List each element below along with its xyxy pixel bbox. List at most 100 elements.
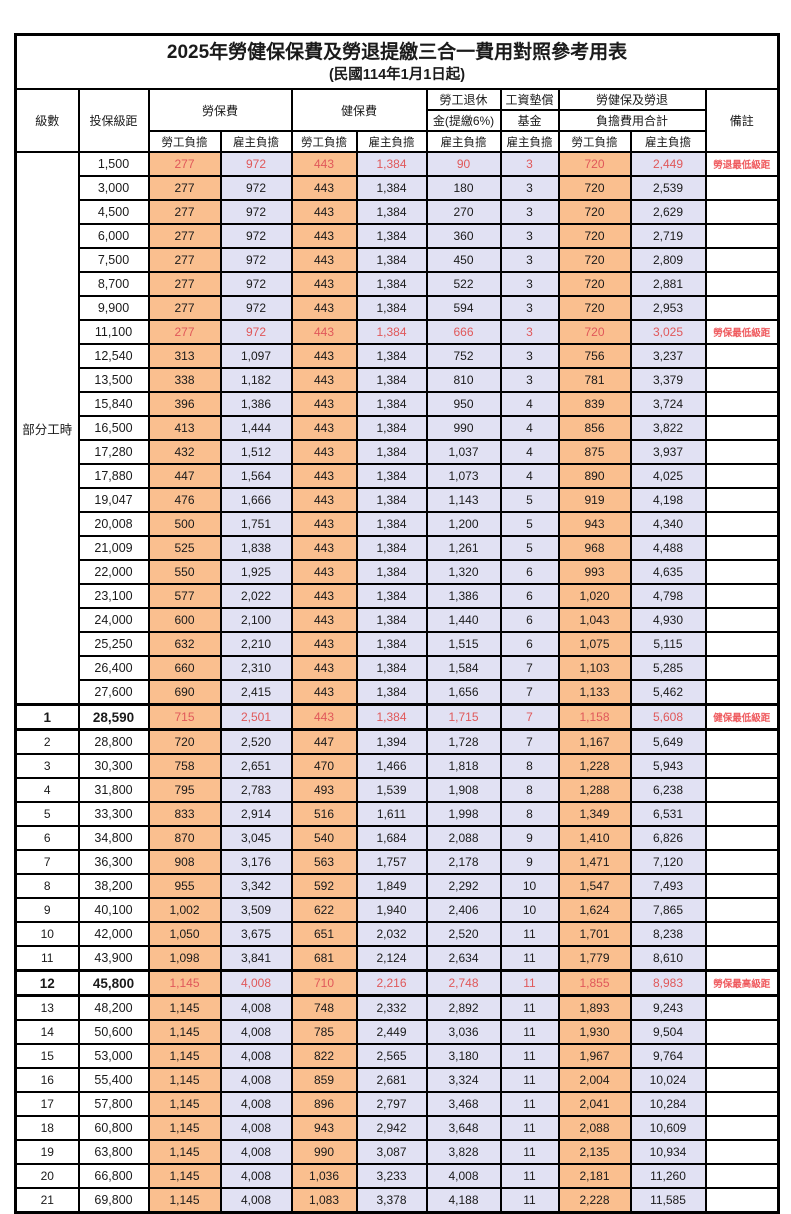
fee-cell: 896: [290, 1091, 358, 1117]
fee-cell: 1,584: [425, 655, 502, 681]
table-row: 1 28,590 715 2,501 443 1,384 1,715 7 1,158 5,608 健…: [14, 703, 780, 731]
table-row: 13,500 338 1,182 443 1,384 810 3 781 3,379: [16, 367, 780, 393]
fee-cell: 972: [219, 175, 293, 201]
fee-cell: 525: [147, 535, 222, 561]
level-cell: 9: [14, 897, 80, 923]
table-row: 5 33,300 833 2,914 516 1,611 1,998 8 1,349 6,531: [14, 801, 780, 827]
fee-cell: 972: [219, 151, 293, 177]
fee-cell: 443: [290, 175, 358, 201]
table-row: 9 40,100 1,002 3,509 622 1,940 2,406 10 1,624 7,8…: [14, 897, 780, 923]
note-cell: [704, 1187, 780, 1214]
subheader-health-employee: 勞工負擔: [290, 130, 358, 153]
fee-cell: 1,384: [355, 487, 428, 513]
fee-cell: 1,547: [557, 873, 632, 899]
fee-cell: 4,008: [219, 1139, 293, 1165]
fee-cell: 4,008: [219, 1163, 293, 1189]
fee-cell: 11: [499, 1163, 560, 1189]
level-cell: 13: [14, 994, 80, 1021]
fee-cell: 972: [219, 247, 293, 273]
fee-cell: 2,797: [355, 1091, 428, 1117]
fee-cell: 8: [499, 753, 560, 779]
bracket-cell: 13,500: [77, 367, 150, 393]
fee-cell: 11: [499, 994, 560, 1021]
fee-cell: 443: [290, 559, 358, 585]
note-cell: [704, 994, 780, 1021]
fee-cell: 1,440: [425, 607, 502, 633]
fee-cell: 1,656: [425, 679, 502, 706]
fee-cell: 1,384: [355, 391, 428, 417]
fee-cell: 3,378: [355, 1187, 428, 1214]
fee-cell: 277: [147, 295, 222, 321]
note-cell: 勞保最高級距: [704, 969, 780, 997]
fee-cell: 270: [425, 199, 502, 225]
fee-cell: 277: [147, 319, 222, 345]
fee-cell: 2,332: [355, 994, 428, 1021]
fee-cell: 6: [499, 607, 560, 633]
fee-cell: 277: [147, 247, 222, 273]
fee-cell: 9,764: [629, 1043, 707, 1069]
level-cell: 6: [14, 825, 80, 851]
fee-cell: 2,449: [629, 151, 707, 177]
fee-cell: 396: [147, 391, 222, 417]
fee-cell: 1,037: [425, 439, 502, 465]
fee-cell: 758: [147, 753, 222, 779]
fee-cell: 720: [557, 199, 632, 225]
fee-cell: 6,531: [629, 801, 707, 827]
note-cell: [704, 679, 780, 706]
fee-cell: 1,384: [355, 319, 428, 345]
fee-cell: 875: [557, 439, 632, 465]
fee-cell: 908: [147, 849, 222, 875]
fee-cell: 622: [290, 897, 358, 923]
fee-cell: 4,008: [219, 969, 293, 997]
fee-cell: 8: [499, 801, 560, 827]
fee-cell: 993: [557, 559, 632, 585]
table-row: 4 31,800 795 2,783 493 1,539 1,908 8 1,288 6,238: [14, 777, 780, 803]
level-cell: 15: [14, 1043, 80, 1069]
fee-cell: 432: [147, 439, 222, 465]
bracket-cell: 36,300: [77, 849, 150, 875]
fee-cell: 1,384: [355, 271, 428, 297]
bracket-cell: 3,000: [77, 175, 150, 201]
fee-cell: 1,466: [355, 753, 428, 779]
fee-cell: 856: [557, 415, 632, 441]
fee-cell: 720: [147, 728, 222, 755]
fee-cell: 5: [499, 535, 560, 561]
note-cell: [704, 753, 780, 779]
fee-cell: 5,608: [629, 703, 707, 731]
table-row: 17,880 447 1,564 443 1,384 1,073 4 890 4,025: [16, 463, 780, 489]
fee-cell: 1,471: [557, 849, 632, 875]
header-row-sub: 勞工負擔 雇主負擔 勞工負擔 雇主負擔 雇主負擔 雇主負擔 勞工負擔 雇主負擔: [16, 130, 779, 153]
table-body: 部分工時 1,500 277 972 443 1,384 90 3 720 2,449 勞退最低級距…: [14, 151, 780, 1214]
fee-cell: 1,515: [425, 631, 502, 657]
fee-cell: 2,953: [629, 295, 707, 321]
fee-cell: 1,666: [219, 487, 293, 513]
fee-cell: 3: [499, 271, 560, 297]
fee-cell: 10,934: [629, 1139, 707, 1165]
fee-cell: 1,145: [147, 1043, 222, 1069]
fee-cell: 1,384: [355, 151, 428, 177]
fee-cell: 443: [290, 463, 358, 489]
fee-cell: 8,983: [629, 969, 707, 997]
table-row: 20,008 500 1,751 443 1,384 1,200 5 943 4,340: [16, 511, 780, 537]
fee-cell: 3,828: [425, 1139, 502, 1165]
note-cell: [704, 1019, 780, 1045]
fee-cell: 10: [499, 897, 560, 923]
fee-cell: 443: [290, 487, 358, 513]
table-row: 22,000 550 1,925 443 1,384 1,320 6 993 4,635: [16, 559, 780, 585]
fee-cell: 1,384: [355, 679, 428, 706]
fee-cell: 1,940: [355, 897, 428, 923]
note-cell: [704, 463, 780, 489]
fee-cell: 720: [557, 175, 632, 201]
fee-cell: 715: [147, 703, 222, 731]
bracket-cell: 19,047: [77, 487, 150, 513]
fee-cell: 443: [290, 199, 358, 225]
fee-cell: 1,728: [425, 728, 502, 755]
bracket-cell: 1,500: [77, 151, 150, 177]
fee-cell: 3: [499, 295, 560, 321]
bracket-cell: 66,800: [77, 1163, 150, 1189]
fee-cell: 277: [147, 199, 222, 225]
col-header-labor-insurance: 勞保費: [147, 88, 293, 132]
fee-cell: 2,415: [219, 679, 293, 706]
bracket-cell: 15,840: [77, 391, 150, 417]
fee-cell: 9: [499, 849, 560, 875]
